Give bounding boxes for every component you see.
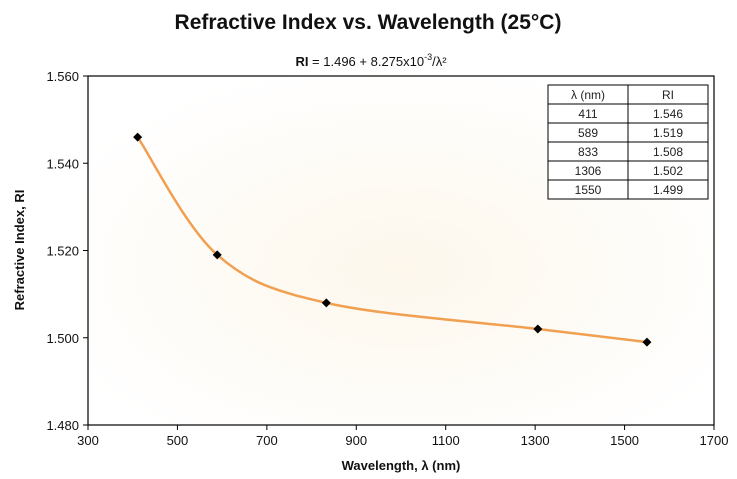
x-tick-label: 700 xyxy=(256,433,278,448)
table-header-cell: RI xyxy=(662,88,674,102)
table-cell: 1306 xyxy=(575,164,602,178)
data-point xyxy=(212,250,222,260)
x-tick-label: 900 xyxy=(345,433,367,448)
x-tick-label: 500 xyxy=(167,433,189,448)
y-tick-label: 1.520 xyxy=(46,244,79,259)
data-point xyxy=(642,337,652,347)
data-table: λ (nm) RI 411 1.546 589 1.519 833 1.508 1306 1.50… xyxy=(547,84,709,200)
table-cell: 1550 xyxy=(575,183,602,197)
data-point xyxy=(321,298,331,308)
table-cell: 1.546 xyxy=(653,107,683,121)
subtitle-suffix: /λ² xyxy=(432,54,447,69)
chart-subtitle: RI = 1.496 + 8.275x10-3/λ² xyxy=(295,52,447,69)
data-point xyxy=(533,324,543,334)
x-axis-label: Wavelength, λ (nm) xyxy=(342,458,461,473)
x-tick-label: 300 xyxy=(77,433,99,448)
y-tick-label: 1.480 xyxy=(46,418,79,433)
table-cell-box xyxy=(627,179,709,200)
chart-title: Refractive Index vs. Wavelength (25°C) xyxy=(175,11,562,34)
x-axis: 300 500 700 900 1100 1300 1500 1700 xyxy=(77,425,728,448)
subtitle-body: = 1.496 + 8.275x10 xyxy=(308,54,424,69)
table-cell: 1.499 xyxy=(653,183,683,197)
table-header-cell: λ (nm) xyxy=(571,88,605,102)
table-cell: 589 xyxy=(578,126,598,140)
table-cell: 411 xyxy=(578,107,597,121)
data-point xyxy=(133,132,143,142)
x-tick-label: 1700 xyxy=(700,433,729,448)
x-tick-label: 1300 xyxy=(521,433,550,448)
y-tick-label: 1.560 xyxy=(46,69,79,84)
y-axis-label: Refractive Index, RI xyxy=(12,190,27,311)
table-cell: 833 xyxy=(578,145,598,159)
y-tick-label: 1.500 xyxy=(46,331,79,346)
y-axis: 1.480 1.500 1.520 1.540 1.560 xyxy=(46,69,88,433)
y-tick-label: 1.540 xyxy=(46,156,79,171)
data-points xyxy=(133,132,652,347)
table-cell: 1.508 xyxy=(653,145,683,159)
x-tick-label: 1100 xyxy=(432,433,460,448)
table-cell: 1.519 xyxy=(653,126,683,140)
subtitle-exponent: -3 xyxy=(424,52,432,62)
subtitle-prefix: RI xyxy=(295,54,308,69)
table-cell: 1.502 xyxy=(653,164,683,178)
x-tick-label: 1500 xyxy=(610,433,639,448)
